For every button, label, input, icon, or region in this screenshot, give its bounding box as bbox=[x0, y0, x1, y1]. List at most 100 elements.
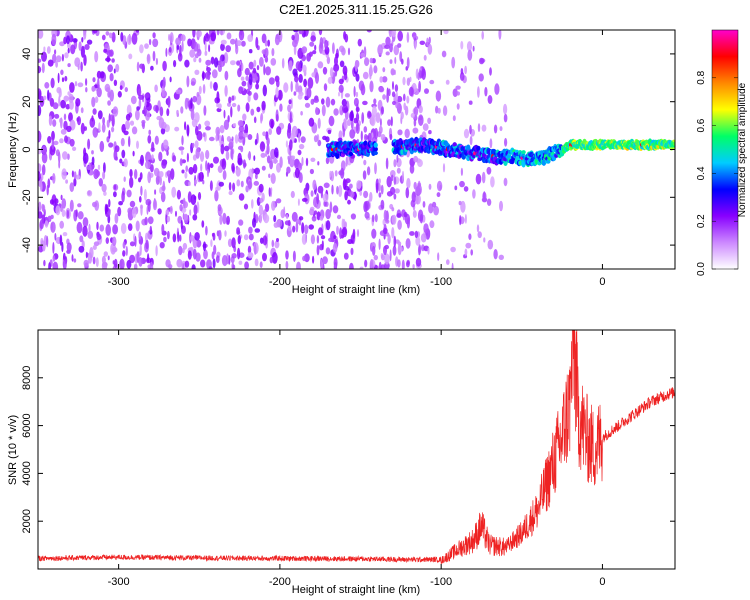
noise-speckle bbox=[230, 106, 233, 118]
noise-speckle bbox=[364, 211, 370, 219]
noise-speckle bbox=[406, 217, 410, 229]
noise-speckle bbox=[206, 67, 211, 72]
noise-speckle bbox=[213, 156, 219, 164]
noise-speckle bbox=[139, 44, 144, 54]
noise-speckle bbox=[55, 205, 61, 216]
noise-speckle bbox=[205, 149, 210, 160]
noise-speckle bbox=[306, 52, 311, 62]
noise-speckle bbox=[362, 170, 367, 180]
noise-speckle bbox=[313, 135, 318, 143]
noise-speckle bbox=[86, 165, 92, 171]
noise-speckle bbox=[121, 149, 126, 159]
noise-speckle bbox=[300, 111, 303, 116]
noise-speckle bbox=[456, 91, 461, 96]
y-tick-label: 2000 bbox=[21, 509, 33, 533]
noise-speckle bbox=[291, 34, 295, 41]
noise-speckle bbox=[332, 205, 339, 214]
noise-speckle bbox=[401, 58, 404, 65]
noise-speckle bbox=[419, 40, 426, 45]
noise-speckle bbox=[241, 40, 246, 47]
noise-speckle bbox=[274, 34, 280, 46]
noise-speckle bbox=[223, 109, 226, 119]
noise-speckle bbox=[74, 57, 81, 67]
noise-speckle bbox=[463, 186, 469, 192]
noise-speckle bbox=[184, 59, 190, 68]
noise-speckle bbox=[489, 67, 492, 76]
noise-speckle bbox=[215, 186, 219, 192]
noise-speckle bbox=[339, 60, 345, 68]
noise-speckle bbox=[126, 189, 132, 198]
noise-speckle bbox=[395, 101, 400, 109]
noise-speckle bbox=[265, 203, 270, 212]
noise-speckle bbox=[192, 163, 198, 174]
noise-speckle bbox=[61, 77, 65, 83]
noise-speckle bbox=[203, 105, 207, 116]
noise-speckle bbox=[389, 133, 393, 141]
noise-speckle bbox=[270, 187, 273, 193]
noise-speckle bbox=[168, 46, 172, 53]
noise-speckle bbox=[396, 95, 403, 103]
noise-speckle bbox=[269, 256, 274, 264]
noise-speckle bbox=[208, 266, 213, 269]
noise-speckle bbox=[247, 252, 254, 259]
noise-speckle bbox=[41, 151, 48, 164]
noise-speckle bbox=[428, 203, 434, 214]
noise-speckle bbox=[202, 70, 205, 82]
noise-speckle bbox=[83, 126, 87, 131]
noise-speckle bbox=[403, 102, 407, 111]
noise-speckle bbox=[50, 77, 55, 89]
noise-speckle bbox=[77, 82, 84, 88]
noise-speckle bbox=[93, 241, 100, 247]
noise-speckle bbox=[55, 55, 62, 63]
noise-speckle bbox=[371, 214, 375, 223]
noise-speckle bbox=[154, 189, 157, 195]
noise-speckle bbox=[231, 253, 237, 259]
noise-speckle bbox=[97, 164, 101, 170]
noise-speckle bbox=[459, 180, 465, 188]
noise-speckle bbox=[370, 259, 374, 268]
noise-speckle bbox=[247, 90, 252, 96]
noise-speckle bbox=[145, 239, 149, 250]
noise-speckle bbox=[189, 49, 196, 58]
noise-speckle bbox=[385, 157, 389, 170]
noise-speckle bbox=[410, 113, 415, 118]
noise-speckle bbox=[230, 60, 236, 66]
noise-speckle bbox=[391, 227, 395, 239]
noise-speckle bbox=[350, 247, 354, 256]
noise-speckle bbox=[207, 72, 211, 81]
noise-speckle bbox=[192, 214, 198, 221]
noise-speckle bbox=[305, 157, 309, 167]
noise-speckle bbox=[154, 84, 158, 93]
noise-speckle bbox=[344, 185, 350, 191]
noise-speckle bbox=[175, 37, 182, 46]
noise-speckle bbox=[41, 62, 45, 74]
noise-speckle bbox=[236, 179, 241, 187]
noise-speckle bbox=[109, 89, 114, 102]
noise-speckle bbox=[308, 117, 315, 127]
noise-speckle bbox=[126, 259, 132, 269]
noise-speckle bbox=[273, 215, 277, 223]
noise-speckle bbox=[161, 185, 166, 192]
noise-speckle bbox=[210, 32, 216, 42]
noise-speckle bbox=[58, 95, 61, 107]
noise-speckle bbox=[221, 158, 227, 170]
noise-speckle bbox=[312, 179, 317, 191]
noise-speckle bbox=[363, 126, 368, 133]
noise-speckle bbox=[285, 140, 288, 148]
noise-speckle bbox=[371, 105, 377, 118]
noise-speckle bbox=[409, 164, 415, 174]
noise-speckle bbox=[341, 47, 346, 56]
noise-speckle bbox=[418, 105, 423, 114]
noise-speckle bbox=[262, 252, 267, 262]
noise-speckle bbox=[152, 32, 156, 39]
colorbar-label: Normalized spectral amplitude bbox=[737, 82, 748, 217]
noise-speckle bbox=[188, 166, 194, 175]
noise-speckle bbox=[321, 98, 325, 105]
noise-speckle bbox=[152, 199, 158, 211]
snr-line bbox=[38, 330, 675, 565]
noise-speckle bbox=[189, 209, 192, 216]
noise-speckle bbox=[418, 114, 424, 126]
noise-speckle bbox=[50, 221, 56, 233]
noise-speckle bbox=[77, 203, 82, 208]
noise-speckle bbox=[190, 97, 193, 109]
